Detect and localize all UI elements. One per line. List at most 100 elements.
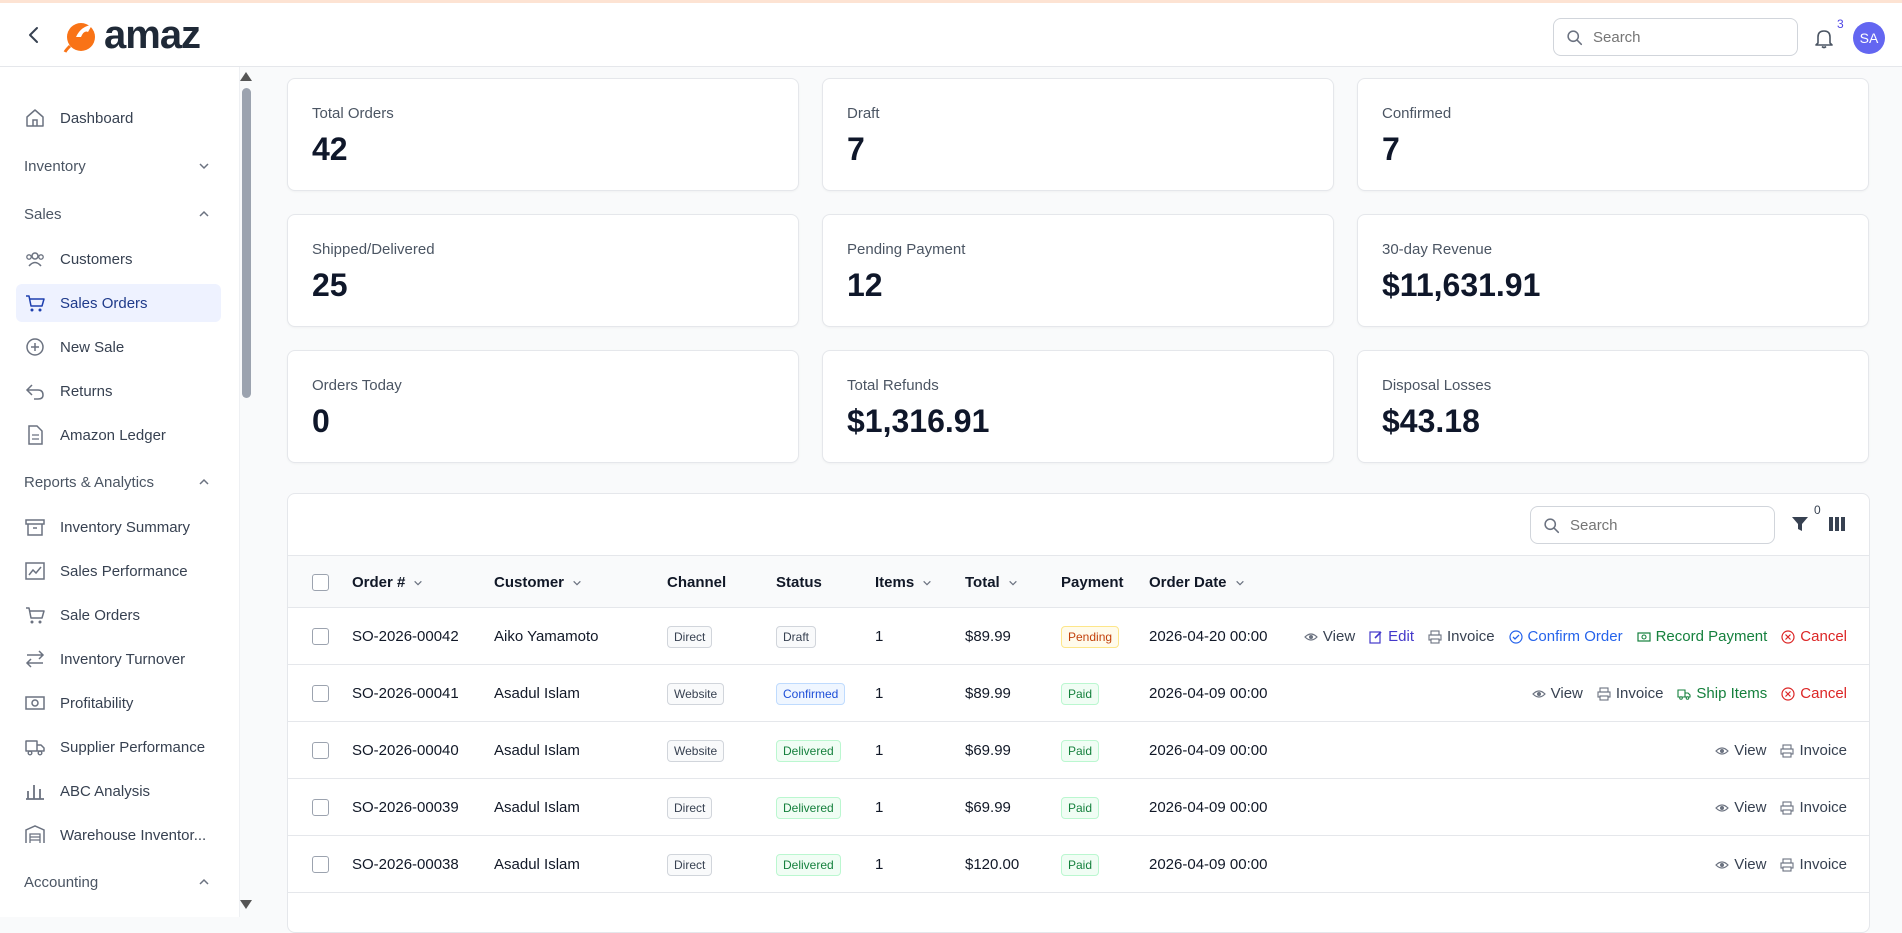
- pencil-icon: [1369, 630, 1382, 644]
- confirm-order-button[interactable]: Confirm Order: [1508, 628, 1623, 645]
- sidebar-item-inventory-turnover[interactable]: Inventory Turnover: [16, 640, 221, 678]
- row-actions: View Invoice: [1715, 722, 1847, 779]
- edit-button[interactable]: Edit: [1369, 628, 1414, 645]
- column-header-customer[interactable]: Customer: [494, 556, 582, 609]
- table-row[interactable]: SO-2026-00040 Asadul Islam Website Deliv…: [288, 722, 1869, 779]
- scroll-down-arrow[interactable]: [240, 900, 252, 909]
- action-label: View: [1734, 799, 1767, 816]
- invoice-button[interactable]: Invoice: [1780, 856, 1847, 873]
- sidebar-item-sale-orders[interactable]: Sale Orders: [16, 596, 221, 634]
- action-label: Edit: [1388, 628, 1415, 645]
- filter-icon[interactable]: [1790, 514, 1810, 534]
- sidebar-item-amazon-ledger[interactable]: Amazon Ledger: [16, 416, 221, 454]
- status-badge: Delivered: [776, 796, 841, 819]
- stat-card-confirmed: Confirmed 7: [1357, 78, 1869, 191]
- column-header-total[interactable]: Total: [965, 556, 1018, 609]
- row-checkbox[interactable]: [312, 685, 329, 702]
- stat-value: 0: [312, 403, 330, 439]
- stat-card-total-orders: Total Orders 42: [287, 78, 799, 191]
- sidebar-item-customers[interactable]: Customers: [16, 240, 221, 278]
- table-row[interactable]: SO-2026-00038 Asadul Islam Direct Delive…: [288, 836, 1869, 893]
- column-header-order[interactable]: Order #: [352, 556, 423, 609]
- select-all-checkbox[interactable]: [312, 574, 329, 591]
- order-number[interactable]: SO-2026-00042: [352, 628, 459, 645]
- truck-icon: [24, 736, 46, 758]
- x-circle-icon: [1781, 629, 1795, 644]
- sidebar-section-inventory[interactable]: Inventory: [24, 151, 210, 181]
- sidebar-section-reports[interactable]: Reports & Analytics: [24, 467, 210, 497]
- table-row[interactable]: SO-2026-00039 Asadul Islam Direct Delive…: [288, 779, 1869, 836]
- cancel-button[interactable]: Cancel: [1781, 685, 1847, 702]
- column-header-items[interactable]: Items: [875, 556, 932, 609]
- row-checkbox[interactable]: [312, 799, 329, 816]
- plus-circle-icon: [24, 336, 46, 358]
- view-button[interactable]: View: [1715, 856, 1766, 873]
- order-number[interactable]: SO-2026-00039: [352, 799, 459, 816]
- stat-value: 7: [1382, 131, 1400, 167]
- global-search[interactable]: [1553, 18, 1798, 56]
- order-number[interactable]: SO-2026-00038: [352, 856, 459, 873]
- sidebar-item-new-sale[interactable]: New Sale: [16, 328, 221, 366]
- sidebar-section-sales[interactable]: Sales: [24, 199, 210, 229]
- row-checkbox[interactable]: [312, 856, 329, 873]
- sidebar-item-label: Customers: [60, 250, 133, 268]
- return-arrow-icon: [24, 380, 46, 402]
- action-label: View: [1734, 856, 1767, 873]
- invoice-button[interactable]: Invoice: [1780, 742, 1847, 759]
- table-row[interactable]: SO-2026-00041 Asadul Islam Website Confi…: [288, 665, 1869, 722]
- order-total: $120.00: [965, 856, 1020, 873]
- sidebar-item-sales-orders[interactable]: Sales Orders: [16, 284, 221, 322]
- sidebar-scrollbar[interactable]: [242, 88, 251, 398]
- table-search[interactable]: [1530, 506, 1775, 544]
- scroll-up-arrow[interactable]: [240, 72, 252, 81]
- eye-icon: [1715, 803, 1730, 812]
- sidebar-item-dashboard[interactable]: Dashboard: [16, 99, 221, 137]
- sidebar-item-sales-performance[interactable]: Sales Performance: [16, 552, 221, 590]
- record-payment-button[interactable]: Record Payment: [1636, 628, 1767, 645]
- stat-value: 25: [312, 267, 348, 303]
- row-checkbox[interactable]: [312, 742, 329, 759]
- eye-icon: [1531, 689, 1546, 698]
- invoice-button[interactable]: Invoice: [1428, 628, 1495, 645]
- ship-items-button[interactable]: Ship Items: [1677, 685, 1767, 702]
- eye-icon: [1715, 860, 1730, 869]
- payment-badge: Paid: [1061, 796, 1100, 819]
- printer-icon: [1780, 743, 1795, 758]
- header-label: Order #: [352, 574, 406, 591]
- row-checkbox[interactable]: [312, 628, 329, 645]
- stat-title: 30-day Revenue: [1382, 241, 1493, 258]
- column-header-order-date[interactable]: Order Date: [1149, 556, 1245, 609]
- invoice-button[interactable]: Invoice: [1597, 685, 1663, 702]
- invoice-button[interactable]: Invoice: [1780, 799, 1847, 816]
- section-label: Reports & Analytics: [24, 473, 155, 491]
- sidebar-item-supplier-performance[interactable]: Supplier Performance: [16, 728, 221, 766]
- sidebar-item-label: Warehouse Inventor...: [60, 826, 207, 844]
- order-number[interactable]: SO-2026-00040: [352, 742, 459, 759]
- view-button[interactable]: View: [1715, 799, 1766, 816]
- items-count: 1: [875, 628, 884, 645]
- sidebar-section-accounting[interactable]: Accounting: [24, 867, 210, 897]
- search-icon: [1544, 517, 1560, 533]
- columns-icon[interactable]: [1828, 515, 1846, 533]
- cancel-button[interactable]: Cancel: [1781, 628, 1847, 645]
- order-number[interactable]: SO-2026-00041: [352, 685, 459, 702]
- user-avatar[interactable]: SA: [1853, 22, 1885, 54]
- sidebar-item-inventory-summary[interactable]: Inventory Summary: [16, 508, 221, 546]
- sidebar-item-profitability[interactable]: Profitability: [16, 684, 221, 722]
- view-button[interactable]: View: [1304, 628, 1355, 645]
- view-button[interactable]: View: [1715, 742, 1766, 759]
- stat-title: Pending Payment: [847, 241, 966, 258]
- order-total: $89.99: [965, 628, 1011, 645]
- bell-icon[interactable]: [1813, 27, 1835, 49]
- sidebar-item-abc-analysis[interactable]: ABC Analysis: [16, 772, 221, 810]
- view-button[interactable]: View: [1531, 685, 1583, 702]
- channel-badge: Website: [667, 739, 725, 762]
- sidebar-item-warehouse-inventory[interactable]: Warehouse Inventor...: [16, 816, 221, 854]
- table-row[interactable]: SO-2026-00042 Aiko Yamamoto Direct Draft…: [288, 608, 1869, 665]
- back-arrow-icon[interactable]: [24, 25, 44, 45]
- brand-logo[interactable]: amaz: [62, 15, 201, 55]
- table-search-input[interactable]: [1570, 516, 1750, 534]
- action-label: View: [1550, 685, 1583, 702]
- sidebar-item-returns[interactable]: Returns: [16, 372, 221, 410]
- global-search-input[interactable]: [1593, 28, 1773, 46]
